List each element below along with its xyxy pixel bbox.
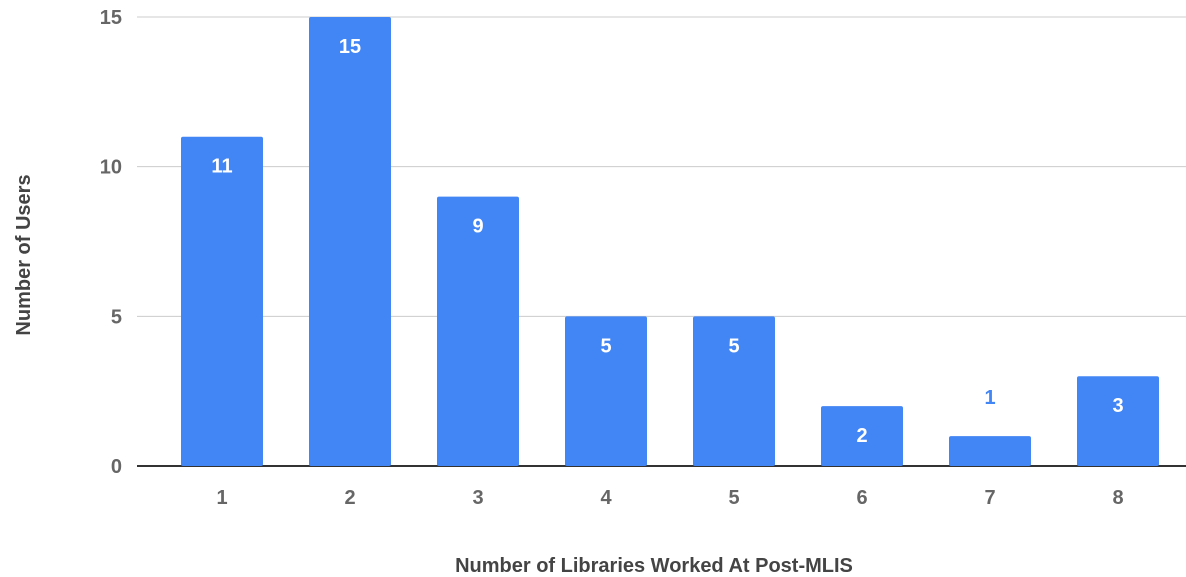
data-label: 11: [211, 156, 232, 178]
x-axis-title: Number of Libraries Worked At Post-MLIS: [455, 555, 853, 577]
bar: [565, 316, 647, 466]
data-label: 5: [728, 335, 739, 357]
x-tick-label: 1: [216, 487, 227, 509]
x-axis-ticks: 1 2 3 4 5 6 7 8: [216, 487, 1123, 509]
x-tick-label: 5: [728, 487, 739, 509]
data-label: 3: [1112, 395, 1123, 417]
data-labels: 11 15 9 5 5 2 1 3: [211, 36, 1123, 447]
y-axis-ticks: 0 5 10 15: [100, 7, 122, 478]
bar: [821, 406, 903, 466]
bar: [309, 17, 391, 466]
y-axis-title: Number of Users: [13, 174, 35, 335]
x-tick-label: 3: [472, 487, 483, 509]
bar: [693, 316, 775, 466]
bars: [181, 17, 1159, 466]
bar: [437, 196, 519, 466]
y-tick-label: 15: [100, 7, 122, 29]
bar: [1077, 376, 1159, 466]
bar: [181, 136, 263, 466]
data-label: 9: [472, 216, 483, 238]
x-tick-label: 8: [1112, 487, 1123, 509]
x-tick-label: 6: [856, 487, 867, 509]
x-tick-label: 2: [344, 487, 355, 509]
bar: [949, 436, 1031, 466]
y-tick-label: 5: [111, 306, 122, 328]
data-label: 2: [856, 425, 867, 447]
gridlines: [137, 16, 1186, 467]
y-tick-label: 10: [100, 157, 122, 179]
data-label: 1: [984, 387, 995, 409]
x-tick-label: 4: [600, 487, 612, 509]
x-tick-label: 7: [984, 487, 995, 509]
y-tick-label: 0: [111, 456, 122, 478]
data-label: 5: [600, 335, 611, 357]
data-label: 15: [339, 36, 361, 58]
